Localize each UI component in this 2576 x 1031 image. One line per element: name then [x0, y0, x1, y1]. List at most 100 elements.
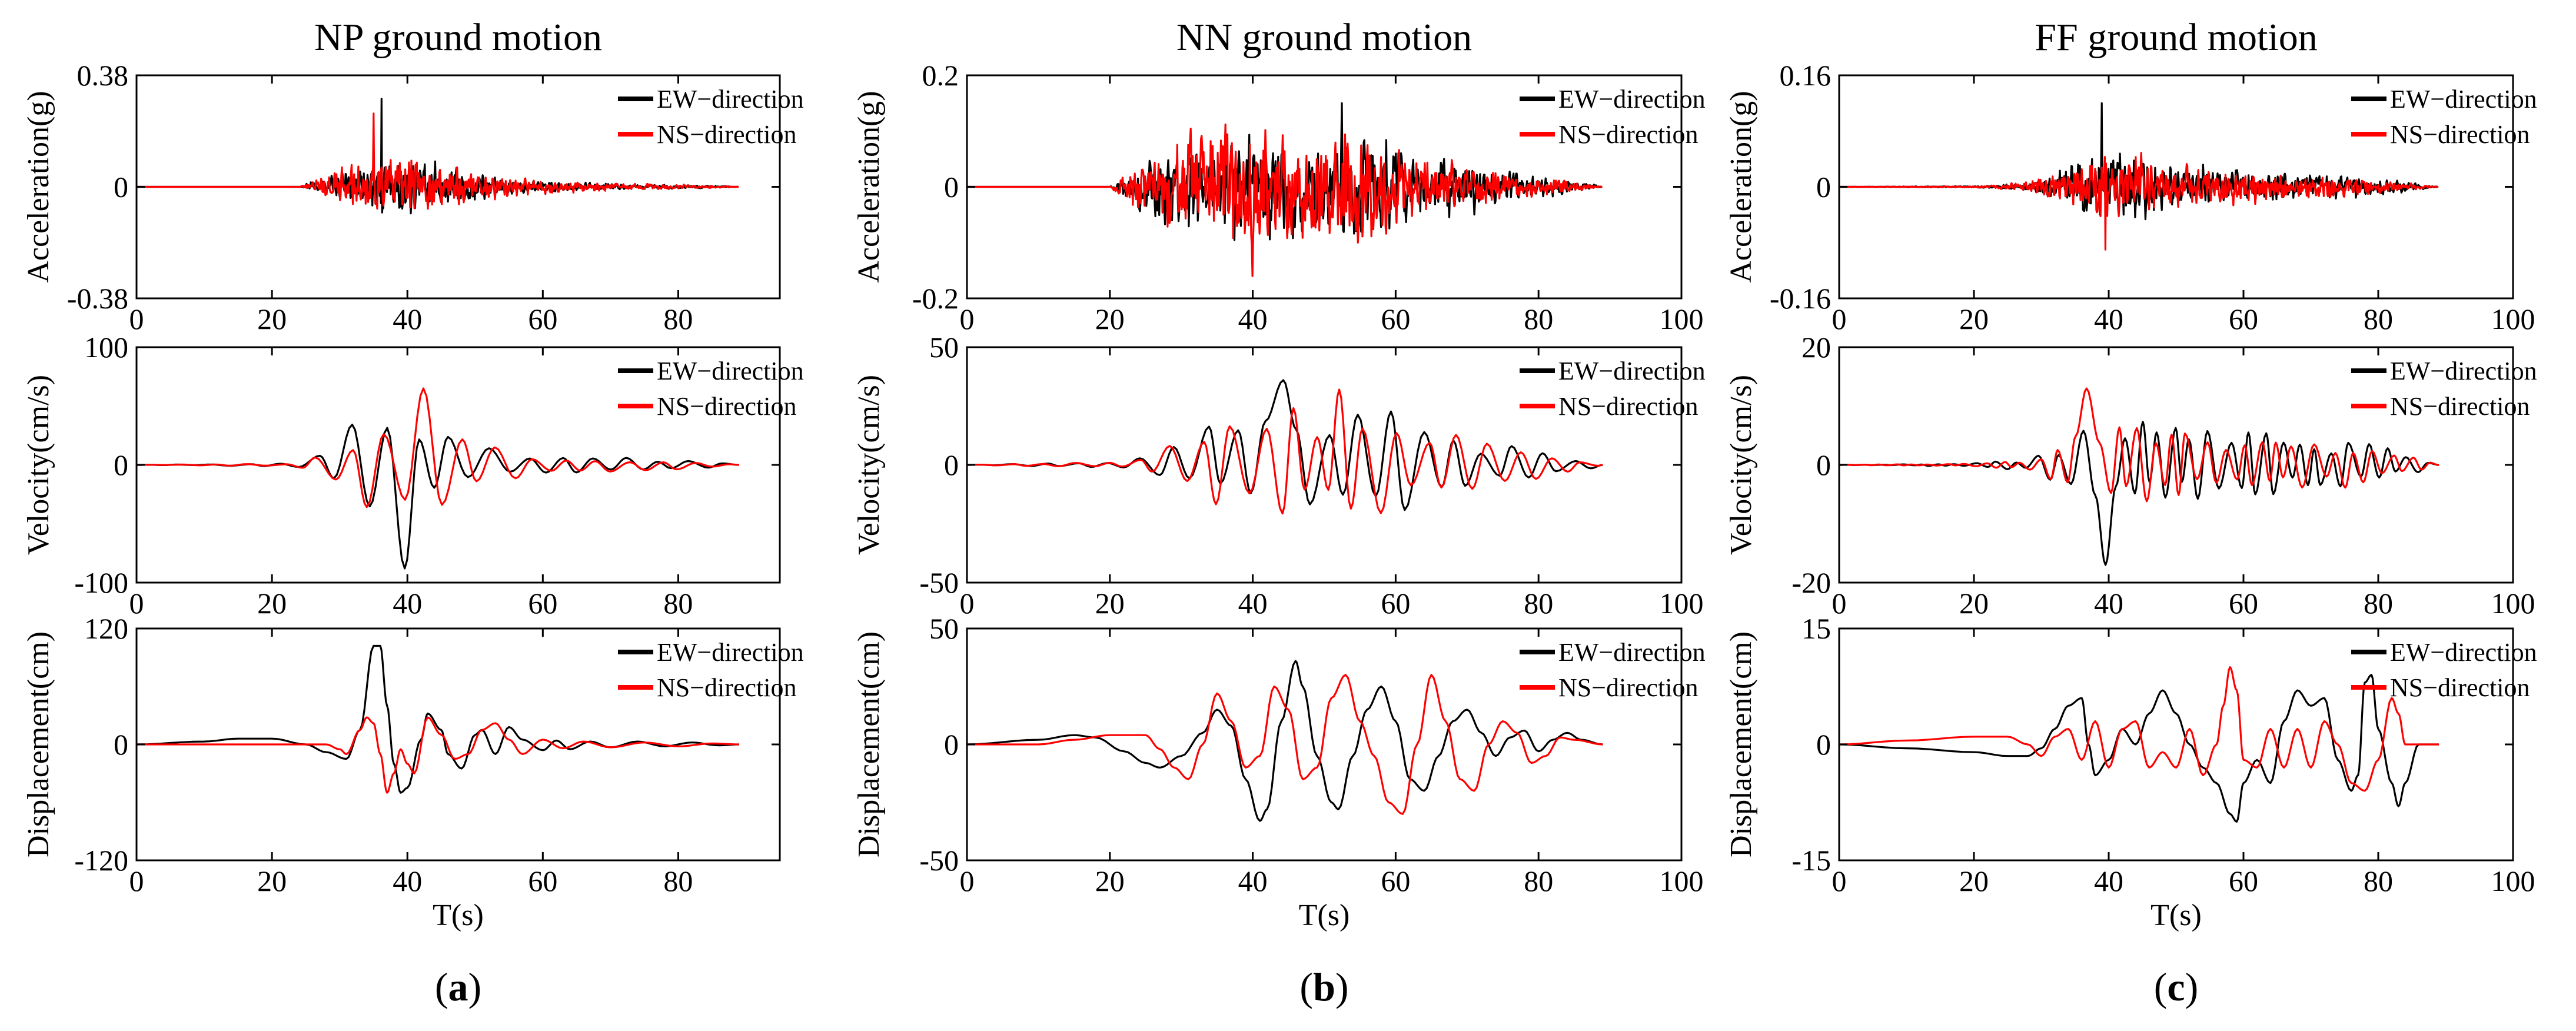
nn-disp-y-tick-label: 50	[929, 612, 959, 645]
np-vel-x-tick-label: 20	[257, 587, 287, 620]
nn-vel-x-tick-label: 60	[1381, 587, 1410, 620]
np-accel-legend-ew-label: EW−direction	[657, 85, 804, 114]
ff-vel-y-tick-label: 0	[1816, 448, 1831, 481]
nn-vel-series-ew-line	[967, 379, 1603, 511]
nn-accel-y-tick-label: 0	[944, 171, 959, 204]
nn-accel-y-axis-label: Acceleration(g)	[852, 91, 886, 282]
nn-vel-y-axis-label: Velocity(cm/s)	[852, 375, 886, 555]
ff-accel-x-tick-label: 20	[1959, 302, 1989, 335]
np-vel-series-ns-line	[137, 387, 740, 508]
nn-vel-x-tick-label: 80	[1524, 587, 1553, 620]
np-vel-x-tick-label: 40	[393, 587, 422, 620]
ff-accel-series-ns-line	[1839, 152, 2439, 251]
ff-accel-x-tick-label: 40	[2094, 302, 2123, 335]
np-vel-x-tick-label: 0	[129, 587, 144, 620]
ff-disp-legend-ew-label: EW−direction	[2390, 638, 2537, 667]
np-accel-series-ns-line	[137, 112, 739, 210]
nn-disp-x-tick-label: 20	[1095, 864, 1125, 897]
np-accel-x-tick-label: 20	[257, 302, 287, 335]
nn-disp-y-tick-label: 0	[944, 728, 959, 761]
ff-vel-y-axis-label: Velocity(cm/s)	[1724, 375, 1758, 555]
np-disp-y-tick-label: 120	[84, 612, 128, 645]
np-accel-x-tick-label: 40	[393, 302, 422, 335]
np-disp-x-tick-label: 80	[663, 864, 693, 897]
ff-disp-y-tick-label: -15	[1791, 844, 1831, 877]
nn-disp-x-tick-label: 60	[1381, 864, 1410, 897]
ff-vel-y-tick-label: 20	[1801, 331, 1831, 364]
ff-vel-x-tick-label: 100	[2491, 587, 2535, 620]
nn-disp-series-ew-line	[967, 660, 1603, 822]
ff-vel-x-tick-label: 40	[2094, 587, 2123, 620]
ff-disp-x-axis-label: T(s)	[2150, 899, 2202, 932]
ff-disp-series-ew-line	[1839, 674, 2439, 823]
nn-accel-y-tick-label: -0.2	[912, 282, 959, 315]
ff-disp-y-tick-label: 15	[1801, 612, 1831, 645]
column-title-nn: NN ground motion	[1176, 16, 1472, 59]
nn-disp-x-tick-label: 100	[1660, 864, 1704, 897]
nn-disp-x-tick-label: 0	[960, 864, 975, 897]
nn-disp-y-axis-label: Displacement(cm)	[852, 631, 886, 857]
nn-vel-y-tick-label: 50	[929, 331, 959, 364]
np-disp-y-axis-label: Displacement(cm)	[22, 631, 55, 857]
np-disp-legend-ew-label: EW−direction	[657, 638, 804, 667]
nn-accel-series-ns-line	[967, 123, 1603, 277]
ff-accel-y-tick-label: 0	[1816, 171, 1831, 204]
nn-accel-x-tick-label: 0	[960, 302, 975, 335]
ff-vel-x-tick-label: 0	[1832, 587, 1847, 620]
np-disp-x-tick-label: 0	[129, 864, 144, 897]
nn-accel-x-tick-label: 80	[1524, 302, 1553, 335]
nn-vel-series-ns-line	[967, 388, 1603, 515]
ff-accel-y-tick-label: -0.16	[1770, 282, 1831, 315]
ff-disp-legend-ns-label: NS−direction	[2390, 673, 2530, 702]
np-disp-legend-ns-label: NS−direction	[657, 673, 796, 702]
nn-accel-legend-ns-label: NS−direction	[1558, 120, 1698, 149]
nn-accel-legend-ew-label: EW−direction	[1558, 85, 1706, 114]
ff-vel-x-tick-label: 80	[2364, 587, 2393, 620]
ff-accel-x-tick-label: 80	[2364, 302, 2393, 335]
np-disp-x-tick-label: 20	[257, 864, 287, 897]
ff-accel-series-ew-line	[1839, 102, 2439, 221]
ff-vel-legend-ns-label: NS−direction	[2390, 392, 2530, 421]
nn-accel-x-tick-label: 100	[1660, 302, 1704, 335]
ff-accel-x-tick-label: 100	[2491, 302, 2535, 335]
nn-disp-x-tick-label: 80	[1524, 864, 1553, 897]
np-accel-legend-ns-label: NS−direction	[657, 120, 796, 149]
panel-label-np: (a)	[435, 965, 481, 1009]
np-accel-y-tick-label: 0.38	[77, 59, 129, 92]
column-title-ff: FF ground motion	[2035, 16, 2317, 59]
ff-disp-x-tick-label: 80	[2364, 864, 2393, 897]
nn-disp-x-tick-label: 40	[1238, 864, 1268, 897]
nn-vel-y-tick-label: 0	[944, 448, 959, 481]
ff-vel-series-ns-line	[1839, 387, 2440, 503]
nn-disp-legend-ew-label: EW−direction	[1558, 638, 1706, 667]
np-accel-x-tick-label: 80	[663, 302, 693, 335]
np-disp-x-tick-label: 40	[393, 864, 422, 897]
panel-label-nn: (b)	[1299, 965, 1348, 1009]
ff-disp-x-tick-label: 100	[2491, 864, 2535, 897]
nn-disp-series-ns-line	[967, 674, 1603, 815]
nn-disp-y-tick-label: -50	[919, 844, 959, 877]
nn-vel-x-tick-label: 0	[960, 587, 975, 620]
np-accel-series-ew-line	[137, 98, 739, 215]
np-vel-y-axis-label: Velocity(cm/s)	[22, 375, 55, 555]
nn-vel-y-tick-label: -50	[919, 566, 959, 599]
ff-disp-x-tick-label: 40	[2094, 864, 2123, 897]
ff-accel-x-tick-label: 60	[2229, 302, 2258, 335]
ff-disp-x-tick-label: 60	[2229, 864, 2258, 897]
np-vel-y-tick-label: 0	[114, 448, 128, 481]
nn-accel-y-tick-label: 0.2	[922, 59, 959, 92]
ff-vel-y-tick-label: -20	[1791, 566, 1831, 599]
nn-vel-legend-ns-label: NS−direction	[1558, 392, 1698, 421]
ff-accel-x-tick-label: 0	[1832, 302, 1847, 335]
ff-disp-x-tick-label: 20	[1959, 864, 1989, 897]
nn-vel-x-tick-label: 100	[1660, 587, 1704, 620]
ff-disp-series-ns-line	[1839, 666, 2439, 792]
np-vel-y-tick-label: 100	[84, 331, 128, 364]
nn-disp-x-axis-label: T(s)	[1299, 899, 1350, 932]
ff-disp-y-axis-label: Displacement(cm)	[1724, 631, 1758, 857]
np-accel-y-axis-label: Acceleration(g)	[22, 91, 55, 282]
nn-accel-x-tick-label: 40	[1238, 302, 1268, 335]
np-disp-series-ns-line	[137, 716, 740, 794]
np-accel-x-tick-label: 0	[129, 302, 144, 335]
